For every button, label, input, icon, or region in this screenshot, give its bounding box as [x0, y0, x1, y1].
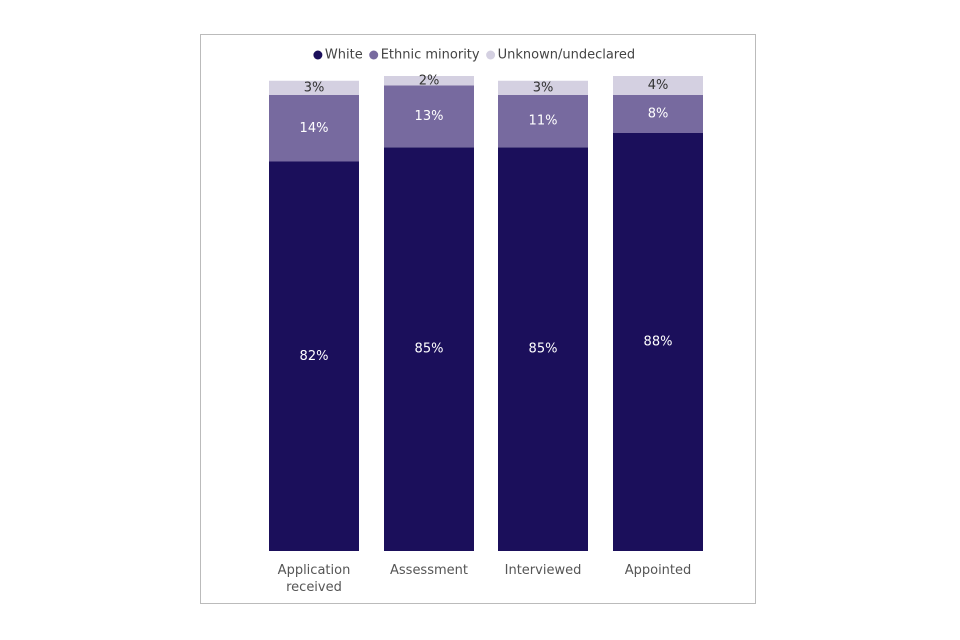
- bar-segment: [498, 147, 588, 551]
- value-label: 85%: [529, 342, 558, 357]
- value-label: 3%: [304, 80, 325, 95]
- value-label: 85%: [415, 342, 444, 357]
- legend-marker: [369, 50, 379, 60]
- value-label: 82%: [300, 349, 329, 364]
- legend-marker: [313, 50, 323, 60]
- x-tick-label: Assessment: [390, 563, 468, 578]
- bar-segment: [384, 85, 474, 148]
- legend-label: Unknown/undeclared: [498, 48, 636, 63]
- legend: White Ethnic minority Unknown/undeclared: [313, 48, 635, 63]
- value-label: 3%: [533, 80, 554, 95]
- bar-segment: [384, 147, 474, 551]
- x-tick-label: Appointed: [624, 563, 692, 578]
- bar-segment: [498, 80, 588, 95]
- bar-segment: [613, 76, 703, 95]
- legend-label: White: [325, 48, 363, 63]
- bar-segment: [269, 95, 359, 162]
- value-label: 4%: [648, 78, 669, 93]
- bar-segment: [613, 133, 703, 551]
- bar-segment: [269, 161, 359, 551]
- bar-segment: [269, 80, 359, 95]
- value-label: 11%: [529, 114, 558, 129]
- x-tick-label: Interviewed: [504, 563, 582, 578]
- bar-segment: [498, 95, 588, 148]
- value-label: 13%: [415, 109, 444, 124]
- value-label: 88%: [644, 335, 673, 350]
- bar-segment: [384, 76, 474, 86]
- value-label: 14%: [300, 121, 329, 136]
- value-label: 2%: [419, 73, 440, 88]
- legend-label: Ethnic minority: [381, 48, 480, 63]
- x-tick-label: Application received: [277, 563, 351, 595]
- value-label: 8%: [648, 107, 669, 122]
- bar-segment: [613, 95, 703, 133]
- legend-marker: [486, 50, 496, 60]
